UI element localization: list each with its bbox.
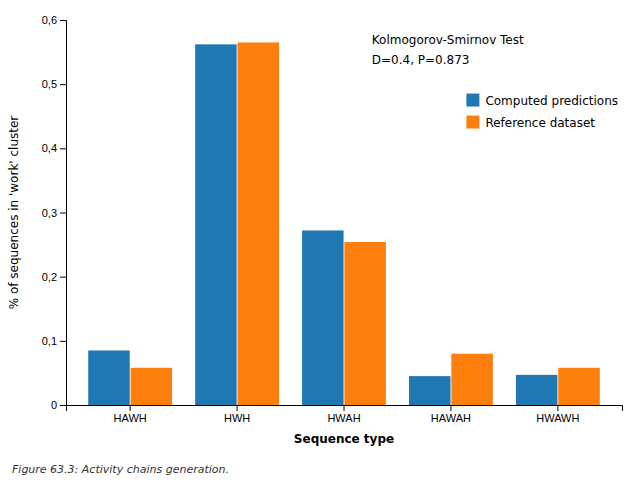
legend-swatch — [466, 116, 479, 129]
y-tick-label: 0,3 — [42, 207, 57, 219]
x-tick: HAWH — [114, 405, 147, 424]
legend-item: Reference dataset — [466, 116, 595, 130]
y-tick: 0,4 — [42, 142, 66, 154]
bar — [344, 242, 385, 405]
annotation: D=0.4, P=0.873 — [372, 53, 470, 67]
y-tick-label: 0,5 — [42, 78, 57, 90]
y-tick: 0,5 — [42, 78, 66, 90]
legend-swatch — [466, 94, 479, 107]
y-tick-label: 0,2 — [42, 271, 57, 283]
y-tick: 0,2 — [42, 271, 66, 283]
y-tick: 0,3 — [42, 207, 66, 219]
y-tick: 0,1 — [42, 335, 66, 347]
x-tick-label: HAWAH — [431, 412, 471, 424]
y-tick-mark — [60, 84, 66, 85]
x-tick-label: HAWH — [114, 412, 147, 424]
legend-label: Reference dataset — [485, 116, 595, 130]
x-tick-mark — [557, 405, 558, 411]
chart: 0 0,1 0,2 0,3 0,4 0,5 0,6 HAWH HWH HWAH HAWAH HWAWH… — [0, 0, 642, 483]
bar — [238, 42, 279, 405]
y-tick-label: 0,6 — [42, 14, 57, 26]
x-axis: HAWH HWH HWAH HAWAH HWAWH — [67, 405, 623, 424]
y-tick-mark — [60, 341, 66, 342]
x-axis-title: Sequence type — [294, 432, 394, 446]
y-axis: 0 0,1 0,2 0,3 0,4 0,5 0,6 — [42, 14, 67, 411]
legend-label: Computed predictions — [485, 94, 618, 108]
y-axis-title: % of sequences in 'work' cluster — [7, 116, 21, 310]
x-tick: HAWAH — [431, 405, 471, 424]
x-tick-label: HWH — [224, 412, 250, 424]
bar — [409, 376, 450, 405]
y-tick-mark — [60, 20, 66, 21]
y-axis-line — [60, 21, 67, 406]
x-tick-label: HWAWH — [536, 412, 579, 424]
y-tick-mark — [60, 277, 66, 278]
bar — [131, 368, 172, 405]
plot: 0 0,1 0,2 0,3 0,4 0,5 0,6 HAWH HWH HWAH HAWAH HWAWH… — [7, 14, 623, 446]
y-tick-mark — [60, 213, 66, 214]
caption: Figure 63.3: Activity chains generation. — [12, 463, 229, 476]
y-tick-mark — [60, 148, 66, 149]
x-tick-mark — [344, 405, 345, 411]
legend: Computed predictions Reference dataset — [466, 94, 618, 130]
bar — [88, 350, 129, 405]
x-tick: HWAH — [327, 405, 360, 424]
bar — [302, 230, 343, 405]
y-tick: 0,6 — [42, 14, 66, 26]
x-tick-mark — [450, 405, 451, 411]
annotation: Kolmogorov-Smirnov Test — [372, 33, 524, 47]
bar — [451, 354, 492, 405]
legend-item: Computed predictions — [466, 94, 618, 108]
x-tick-mark — [237, 405, 238, 411]
x-tick: HWH — [224, 405, 250, 424]
bar — [195, 44, 236, 405]
x-axis-line — [67, 406, 623, 412]
bar — [516, 375, 557, 405]
y-tick-label: 0,4 — [42, 142, 57, 154]
annotations: Kolmogorov-Smirnov Test D=0.4, P=0.873 — [372, 33, 524, 67]
x-tick-label: HWAH — [327, 412, 360, 424]
bar — [558, 368, 599, 405]
x-tick-mark — [130, 405, 131, 411]
y-tick-label: 0 — [51, 399, 57, 411]
y-tick-label: 0,1 — [42, 335, 57, 347]
y-tick-mark — [60, 405, 66, 406]
y-tick: 0 — [51, 399, 66, 411]
x-tick: HWAWH — [536, 405, 579, 424]
